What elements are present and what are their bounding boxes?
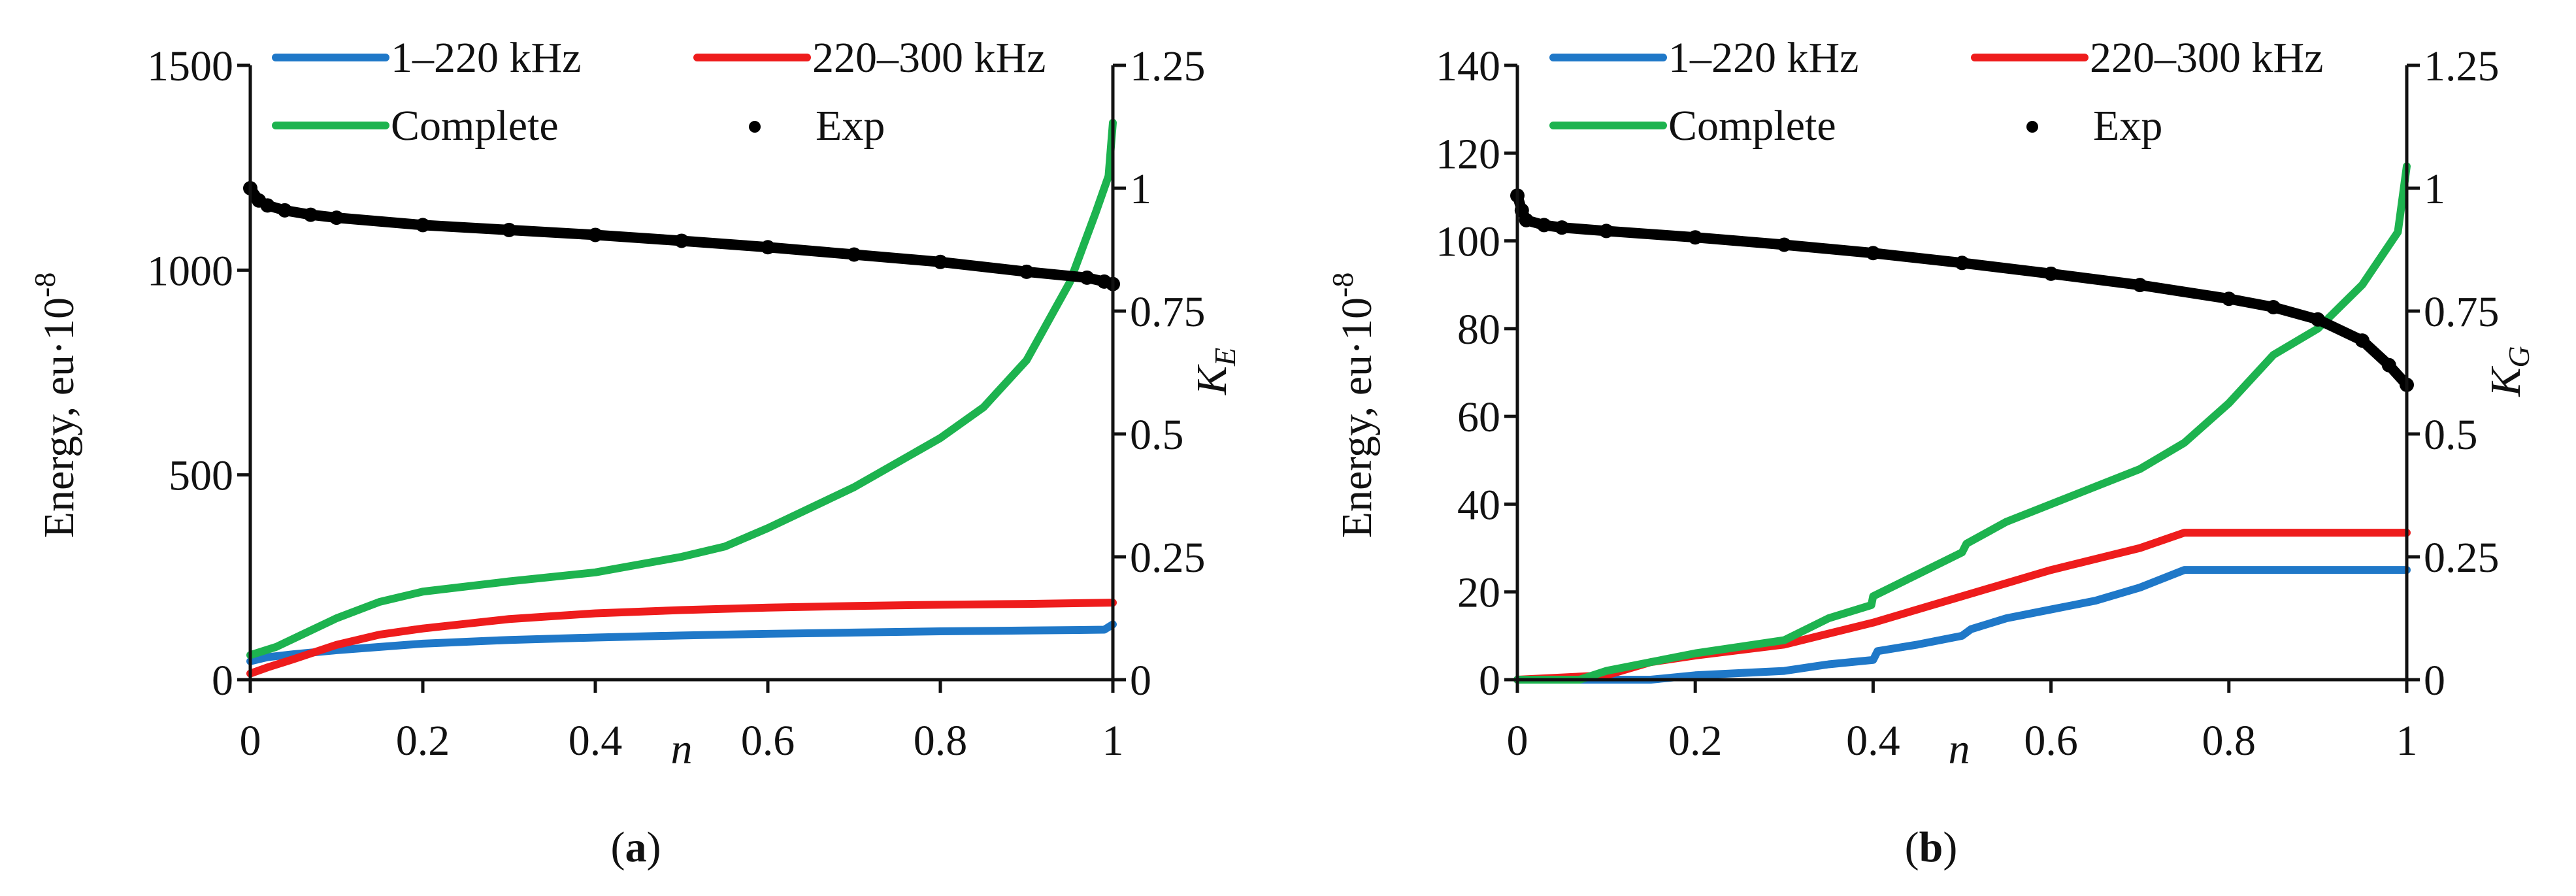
x-tick-label: 1 [2396, 717, 2418, 765]
legend: 1–220 kHz 220–300 kHz Complete Exp [1549, 34, 2323, 150]
legend-label-220-300: 220–300 kHz [2090, 34, 2323, 82]
y-tick-label: 140 [1436, 42, 1500, 90]
plot-area [1510, 162, 2414, 684]
panel-b: 1–220 kHz 220–300 kHz Complete Exp 0 20 40… [1326, 34, 2535, 871]
y-axis-title: Energy, eu·10-8 [1326, 273, 1381, 539]
legend-label-1-220: 1–220 kHz [391, 34, 581, 82]
panel-a: 1–220 kHz 220–300 kHz Complete Exp 0 500 1… [28, 34, 1242, 871]
series-exp [1510, 188, 2414, 392]
x-tick-label: 0.6 [2024, 717, 2078, 765]
panel-label: (a) [611, 823, 661, 871]
legend-marker-exp [749, 121, 761, 133]
y2-tick-label: 0.75 [2424, 288, 2500, 336]
x-tick-label: 0.4 [569, 717, 623, 765]
y-tick-label: 40 [1457, 481, 1500, 529]
exp-point [2043, 266, 2058, 281]
exp-point [761, 240, 775, 255]
y-tick-label: 1500 [147, 42, 233, 90]
legend-label-exp: Exp [2093, 102, 2162, 150]
exp-point [1536, 218, 1551, 233]
exp-point [1019, 264, 1034, 279]
legend-label-220-300: 220–300 kHz [812, 34, 1046, 82]
y-tick-label: 60 [1457, 393, 1500, 441]
plot-area [243, 118, 1120, 678]
exp-point [674, 233, 689, 248]
y-tick-label: 80 [1457, 306, 1500, 354]
x-tick-label: 0 [240, 717, 261, 765]
legend-marker-exp [2026, 121, 2038, 133]
y2-axis-title: KG [2482, 346, 2535, 397]
legend-label-complete: Complete [1668, 102, 1836, 150]
legend-label-1-220: 1–220 kHz [1668, 34, 1858, 82]
y2-tick-label: 0.25 [2424, 534, 2500, 582]
y-axis-title: Energy, eu·10-8 [28, 273, 83, 539]
exp-point [277, 203, 292, 218]
exp-point [2266, 299, 2281, 314]
exp-point [2221, 291, 2236, 307]
x-tick-label: 0.2 [396, 717, 450, 765]
y2-tick-label: 0 [1130, 657, 1151, 705]
x-tick-label: 0.8 [2202, 717, 2256, 765]
exp-point [933, 254, 948, 269]
exp-point [1555, 220, 1570, 235]
x-axis-title: n [1949, 725, 1970, 773]
y2-tick-label: 0.5 [2424, 411, 2478, 459]
legend-label-exp: Exp [816, 102, 885, 150]
y2-tick-label: 1 [2424, 165, 2445, 213]
y-tick-label: 20 [1457, 569, 1500, 617]
x-tick-label: 0.6 [741, 717, 795, 765]
exp-point [1955, 256, 1970, 271]
exp-point [1599, 224, 1614, 239]
panel-label: (b) [1905, 823, 1958, 871]
exp-point [260, 198, 275, 213]
exp-point [1777, 237, 1792, 252]
exp-point [502, 222, 516, 237]
legend: 1–220 kHz 220–300 kHz Complete Exp [272, 34, 1046, 150]
series-exp [243, 181, 1120, 291]
y-tick-label: 500 [169, 452, 233, 500]
exp-point [416, 218, 430, 233]
x-tick-label: 0.2 [1668, 717, 1723, 765]
y2-axis-title: KE [1188, 348, 1242, 395]
series-1-220-line [1513, 566, 2411, 684]
exp-point [2310, 312, 2325, 327]
y2-tick-label: 1.25 [2424, 42, 2500, 90]
exp-point [329, 210, 344, 225]
y-tick-label: 0 [1479, 657, 1500, 705]
y-tick-label: 120 [1436, 130, 1500, 178]
y2-tick-label: 0.75 [1130, 288, 1206, 336]
y2-tick-label: 0 [2424, 657, 2445, 705]
axes: 0 20 40 60 80 100 120 140 0 0.25 0.5 0.75 1 1.25 0 0.2 0… [1436, 42, 2500, 765]
y-tick-label: 1000 [147, 247, 233, 295]
series-220-300-line [246, 599, 1117, 678]
series-complete-line [246, 118, 1117, 659]
exp-point [2381, 357, 2396, 373]
y2-tick-label: 1.25 [1130, 42, 1206, 90]
y2-tick-label: 0.25 [1130, 534, 1206, 582]
exp-point [1688, 230, 1703, 245]
exp-point [588, 227, 603, 242]
exp-point [1519, 212, 1534, 227]
series-1-220-line [246, 620, 1117, 665]
exp-point [1080, 270, 1095, 285]
exp-point [1866, 246, 1881, 261]
exp-point [2132, 278, 2147, 293]
x-tick-label: 0.8 [914, 717, 968, 765]
exp-point [2354, 333, 2370, 348]
x-tick-label: 0.4 [1846, 717, 1900, 765]
y-tick-label: 0 [212, 657, 233, 705]
exp-point [303, 207, 318, 222]
y2-tick-label: 1 [1130, 165, 1151, 213]
x-axis-title: n [671, 725, 693, 773]
axes: 0 500 1000 1500 0 0.25 0.5 0.75 1 1.25 0 0.2 0.4 0.6 0… [147, 42, 1206, 765]
y2-tick-label: 0.5 [1130, 411, 1184, 459]
exp-point [847, 247, 861, 262]
series-complete-line [1513, 162, 2411, 684]
x-tick-label: 0 [1507, 717, 1528, 765]
y-tick-label: 100 [1436, 218, 1500, 266]
legend-label-complete: Complete [391, 102, 559, 150]
x-tick-label: 1 [1102, 717, 1124, 765]
